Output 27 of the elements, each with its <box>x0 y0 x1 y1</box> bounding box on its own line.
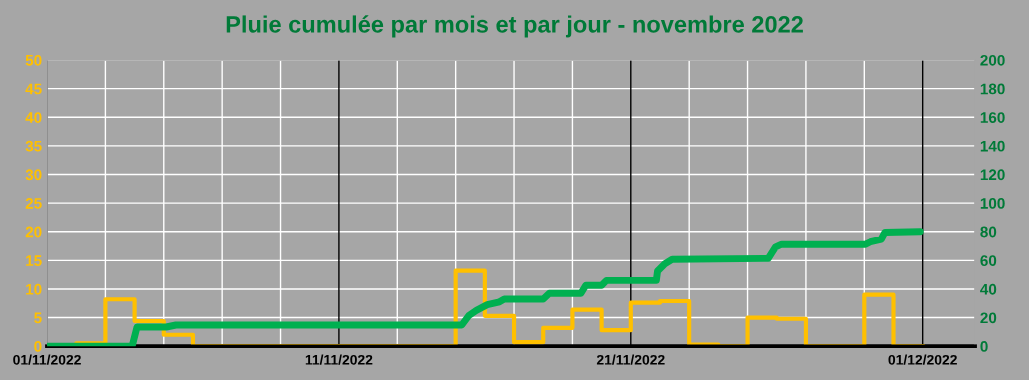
x-tick-label: 01/11/2022 <box>13 354 81 365</box>
y2-tick-label: 140 <box>980 140 1005 152</box>
y-tick-label: 15 <box>26 255 42 267</box>
y2-tick-label: 200 <box>980 54 1005 66</box>
y-tick-label: 0 <box>34 341 42 352</box>
y-tick-label: 25 <box>25 197 42 209</box>
x-tick-label: 01/12/2022 <box>888 354 957 365</box>
y-tick-label: 10 <box>26 283 42 295</box>
y2-tick-label: 160 <box>980 112 1005 123</box>
y-tick-label: 35 <box>25 140 42 152</box>
y2-tick-label: 80 <box>980 226 997 238</box>
y-tick-label: 45 <box>25 83 42 95</box>
y-tick-label: 20 <box>25 226 42 238</box>
chart-title: Pluie cumulée par mois et par jour - novembre 2022 <box>226 15 803 38</box>
y2-tick-label: 180 <box>980 83 1005 95</box>
y-tick-label: 40 <box>25 112 42 123</box>
x-tick-label: 11/11/2022 <box>305 354 373 365</box>
y-tick-label: 30 <box>25 169 42 181</box>
y-tick-label: 50 <box>25 54 42 66</box>
y2-tick-label: 100 <box>980 197 1005 209</box>
y2-tick-label: 60 <box>980 255 997 267</box>
y2-tick-label: 20 <box>980 312 997 324</box>
y2-tick-label: 120 <box>980 169 1005 181</box>
y2-tick-label: 0 <box>980 341 988 352</box>
y-tick-label: 5 <box>34 312 42 324</box>
x-tick-label: 21/11/2022 <box>596 354 665 365</box>
y2-tick-label: 40 <box>980 283 997 295</box>
